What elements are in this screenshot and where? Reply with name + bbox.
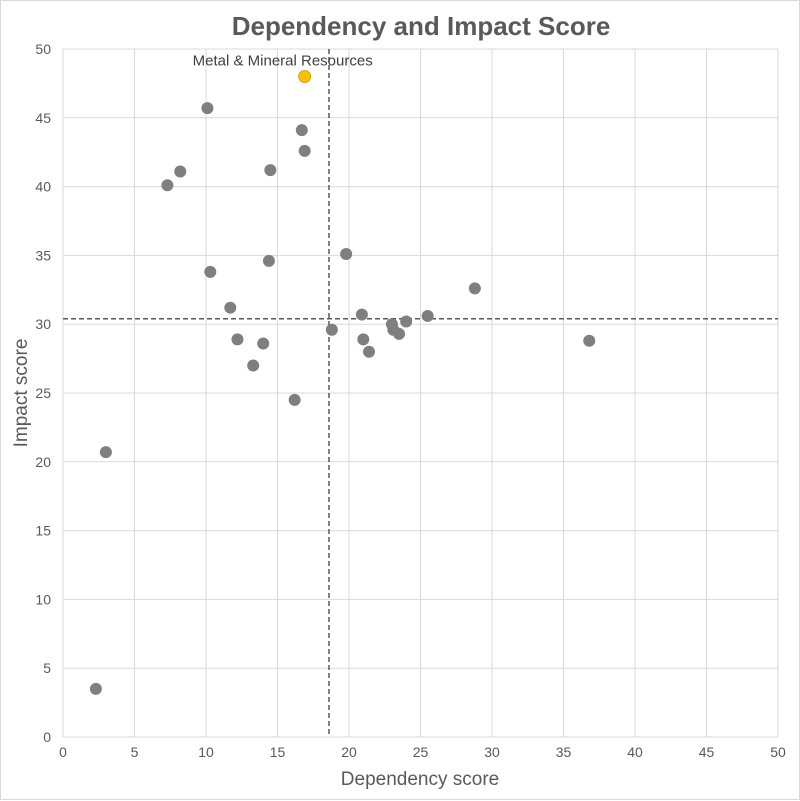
data-point	[224, 301, 237, 314]
data-point	[288, 393, 301, 406]
x-tick-label: 10	[198, 744, 214, 760]
data-point	[421, 309, 434, 322]
y-tick-label: 25	[35, 385, 51, 401]
data-point	[393, 327, 406, 340]
highlighted-point	[298, 70, 312, 84]
data-point	[201, 102, 214, 115]
y-tick-label: 10	[35, 591, 51, 607]
data-point	[89, 682, 102, 695]
y-tick-label: 0	[43, 729, 51, 745]
reference-lines	[63, 49, 778, 737]
x-axis-label: Dependency score	[341, 769, 499, 790]
data-point	[295, 124, 308, 137]
data-point	[400, 315, 413, 328]
x-tick-label: 25	[413, 744, 429, 760]
data-point	[161, 179, 174, 192]
y-tick-label: 20	[35, 454, 51, 470]
y-axis-label: Impact score	[11, 339, 32, 448]
x-tick-label: 45	[699, 744, 715, 760]
data-point	[247, 359, 260, 372]
data-point	[468, 282, 481, 295]
data-point	[298, 144, 311, 157]
data-point	[325, 323, 338, 336]
x-tick-label: 50	[770, 744, 786, 760]
y-tick-label: 35	[35, 247, 51, 263]
data-points: Metal & Mineral Resources	[89, 53, 596, 695]
data-point	[99, 446, 112, 459]
data-point	[257, 337, 270, 350]
data-point	[231, 333, 244, 346]
chart-title: Dependency and Impact Score	[232, 11, 611, 41]
gridlines	[62, 48, 779, 738]
tick-labels: 0 5 10 15 20 25 30 35 40 45 50 0 5 10 15 20 25 30 35 40 45 50	[35, 41, 786, 760]
data-point	[583, 334, 596, 347]
y-tick-label: 15	[35, 523, 51, 539]
data-point	[357, 333, 370, 346]
data-point	[174, 165, 187, 178]
data-point	[204, 265, 217, 278]
data-point	[264, 164, 277, 177]
x-tick-label: 20	[341, 744, 357, 760]
x-tick-label: 15	[270, 744, 286, 760]
x-tick-label: 5	[131, 744, 139, 760]
x-tick-label: 40	[627, 744, 643, 760]
y-tick-label: 45	[35, 110, 51, 126]
data-point	[340, 248, 353, 261]
data-point	[355, 308, 368, 321]
y-tick-label: 50	[35, 41, 51, 57]
x-tick-label: 30	[484, 744, 500, 760]
point-annotation: Metal & Mineral Resources	[193, 53, 373, 70]
x-tick-label: 35	[556, 744, 572, 760]
y-tick-label: 30	[35, 316, 51, 332]
y-tick-label: 40	[35, 179, 51, 195]
x-tick-label: 0	[59, 744, 67, 760]
data-point	[262, 254, 275, 267]
data-point	[363, 345, 376, 358]
y-tick-label: 5	[43, 660, 51, 676]
